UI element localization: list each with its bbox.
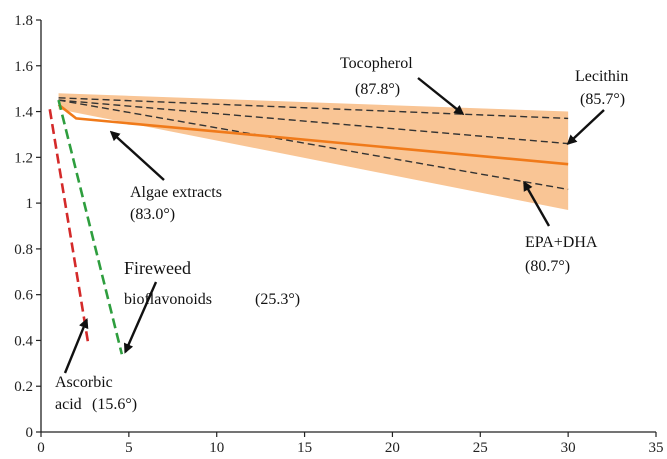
series-line-epa-dha (58, 99, 569, 191)
annotation-arrows (63, 77, 605, 374)
label-lecithin: Lecithin (575, 68, 628, 85)
y-tick-label: 1.8 (14, 13, 33, 29)
series-line-ascorbic-acid (48, 109, 90, 346)
label-epa-angle: (80.7°) (525, 258, 570, 275)
label-acid: acid (55, 396, 82, 413)
x-tick-label: 35 (649, 440, 664, 456)
y-tick-label: 1.2 (14, 150, 33, 166)
label-ascorbic-angle: (15.6°) (92, 396, 137, 413)
y-tick-label: 0.8 (14, 242, 33, 258)
confidence-band (58, 93, 569, 210)
series-lines (48, 97, 569, 355)
y-tick-label: 0.2 (14, 379, 33, 395)
y-tick-label: 1.6 (14, 59, 33, 75)
arrow-fireweed-bioflavonoids (123, 281, 158, 354)
label-fireweed-angle: (25.3°) (255, 291, 300, 308)
label-bioflavonoids: bioflavonoids (124, 291, 212, 308)
x-tick-label: 10 (209, 440, 224, 456)
x-tick-label: 15 (297, 440, 312, 456)
label-lecithin-angle: (85.7°) (580, 91, 625, 108)
label-algae-angle: (83.0°) (130, 206, 175, 223)
y-tick-label: 1.4 (14, 105, 33, 121)
arrow-ascorbic-acid (63, 317, 89, 374)
y-tick-label: 1 (26, 196, 34, 212)
series-line-algae-extracts (57, 103, 569, 166)
label-fireweed: Fireweed (124, 258, 191, 278)
label-tocopherol-angle: (87.8°) (355, 81, 400, 98)
label-algae-extracts: Algae extracts (130, 184, 222, 201)
arrow-algae-extracts (109, 130, 165, 181)
label-tocopherol: Tocopherol (340, 55, 413, 72)
axes: 0 5 10 15 20 25 30 35 0 0.2 0.4 0.6 0.8 1 1.2 1.4 1.6 1.8 (14, 13, 663, 456)
x-tick-label: 20 (385, 440, 400, 456)
arrow-lecithin (566, 109, 605, 145)
series-line-fireweed-bioflavonoids (57, 99, 124, 355)
x-tick-label: 0 (37, 440, 45, 456)
x-tick-label: 30 (561, 440, 576, 456)
series-line-lecithin (58, 99, 569, 145)
y-tick-label: 0.4 (14, 333, 33, 349)
series-line-tocopherol (58, 97, 569, 120)
arrow-epa-dha (523, 180, 551, 227)
x-tick-label: 25 (473, 440, 488, 456)
y-tick-label: 0.6 (14, 288, 33, 304)
y-tick-label: 0 (26, 425, 34, 441)
label-ascorbic: Ascorbic (55, 374, 113, 391)
x-tick-label: 5 (125, 440, 133, 456)
label-epa-dha: EPA+DHA (525, 234, 598, 251)
arrow-tocopherol (417, 77, 465, 116)
